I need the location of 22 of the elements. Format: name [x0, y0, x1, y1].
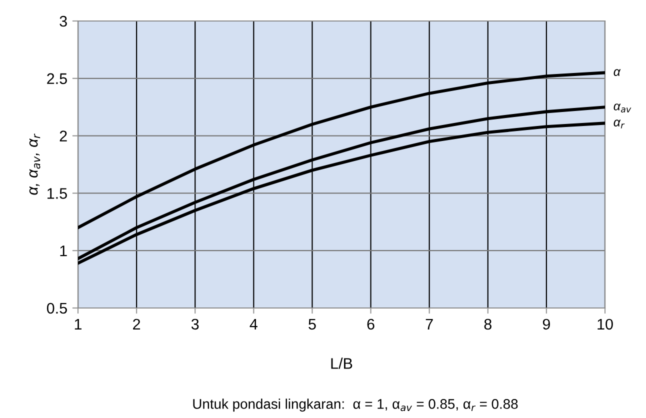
x-tick-label: 9	[542, 318, 550, 330]
y-tick-label: 3	[60, 16, 67, 27]
y-tick-label: 0.5	[46, 302, 67, 314]
x-tick-label: 5	[308, 318, 316, 330]
y-tick-label: 1.5	[48, 188, 67, 199]
text: Untuk pondasi lingkaran: α = 1, α$_{av}$ = 0.85, α$_{r}$ = 0.88	[193, 398, 518, 412]
series-label: α$_{r}$	[614, 120, 625, 128]
x-axis-title: L/B	[331, 358, 352, 369]
y-axis-title: α, α$_{av}$, α$_{r}$	[29, 134, 40, 195]
x-tick-label: 1	[74, 318, 82, 330]
x-tick-label: 3	[191, 318, 199, 330]
series-label: α	[614, 69, 621, 76]
y-tick-label: 2	[60, 130, 67, 142]
x-tick-label: 2	[133, 318, 140, 330]
x-tick-label: 8	[484, 318, 492, 330]
y-tick-label: 2.5	[47, 73, 67, 84]
x-tick-label: 6	[367, 318, 374, 330]
y-tick-label: 1	[60, 246, 67, 256]
x-tick-label: 4	[250, 318, 258, 330]
x-tick-label: 7	[426, 318, 433, 330]
series-label: α$_{av}$	[614, 104, 632, 112]
x-tick-label: 10	[598, 318, 613, 330]
